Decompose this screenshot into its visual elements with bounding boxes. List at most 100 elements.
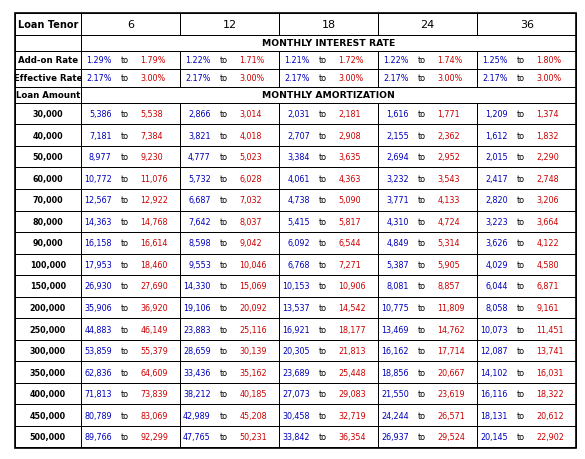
Bar <box>378 254 477 275</box>
Bar <box>15 14 81 36</box>
Text: 6,028: 6,028 <box>239 174 262 183</box>
Text: 1,209: 1,209 <box>486 110 508 119</box>
Bar <box>180 104 279 125</box>
Text: 9,230: 9,230 <box>140 153 163 162</box>
Text: to: to <box>319 411 327 420</box>
Text: 2,952: 2,952 <box>438 153 460 162</box>
Text: to: to <box>418 282 426 291</box>
Text: 3,771: 3,771 <box>386 196 409 205</box>
Text: to: to <box>121 346 129 355</box>
Text: 18,131: 18,131 <box>481 411 508 420</box>
Text: to: to <box>418 110 426 119</box>
Text: 4,133: 4,133 <box>438 196 460 205</box>
Bar <box>15 362 81 383</box>
Bar <box>180 190 279 211</box>
Text: to: to <box>121 217 129 226</box>
Text: 14,363: 14,363 <box>84 217 112 226</box>
Text: 18: 18 <box>322 20 336 30</box>
Text: 27,690: 27,690 <box>140 282 168 291</box>
Text: to: to <box>121 389 129 398</box>
Text: to: to <box>220 411 228 420</box>
Bar <box>81 14 180 36</box>
Bar <box>477 190 576 211</box>
Bar <box>378 426 477 448</box>
Bar <box>378 190 477 211</box>
Bar <box>279 319 378 340</box>
Text: 2,290: 2,290 <box>536 153 559 162</box>
Bar <box>477 340 576 362</box>
Text: 10,775: 10,775 <box>381 303 409 312</box>
Bar <box>81 104 180 125</box>
Text: 13,537: 13,537 <box>282 303 310 312</box>
Text: 3,223: 3,223 <box>486 217 508 226</box>
Text: to: to <box>418 368 426 377</box>
Bar <box>378 297 477 319</box>
Bar <box>279 404 378 426</box>
Text: 16,158: 16,158 <box>84 239 112 248</box>
Bar <box>15 70 81 88</box>
Text: to: to <box>121 153 129 162</box>
Bar <box>378 404 477 426</box>
Text: 2,707: 2,707 <box>287 131 310 140</box>
Bar <box>279 52 378 70</box>
Text: 10,046: 10,046 <box>239 260 267 269</box>
Text: 6: 6 <box>127 20 134 30</box>
Text: to: to <box>418 174 426 183</box>
Text: to: to <box>517 217 525 226</box>
Text: to: to <box>319 74 327 83</box>
Bar <box>15 254 81 275</box>
Text: 21,813: 21,813 <box>338 346 366 355</box>
Bar <box>279 275 378 297</box>
Bar <box>15 319 81 340</box>
Bar <box>279 233 378 254</box>
Text: 6,044: 6,044 <box>486 282 508 291</box>
Bar <box>180 233 279 254</box>
Bar <box>477 275 576 297</box>
Text: 4,122: 4,122 <box>536 239 559 248</box>
Bar <box>477 383 576 404</box>
Text: 9,042: 9,042 <box>239 239 262 248</box>
Text: 5,387: 5,387 <box>386 260 409 269</box>
Text: 16,031: 16,031 <box>536 368 564 377</box>
Bar <box>180 404 279 426</box>
Text: to: to <box>121 282 129 291</box>
Text: to: to <box>517 174 525 183</box>
Text: 4,738: 4,738 <box>287 196 310 205</box>
Text: 3,626: 3,626 <box>486 239 508 248</box>
Text: 2,362: 2,362 <box>438 131 460 140</box>
Bar <box>477 14 576 36</box>
Text: 5,817: 5,817 <box>338 217 361 226</box>
Text: to: to <box>517 260 525 269</box>
Text: 1.71%: 1.71% <box>239 56 264 65</box>
Text: 350,000: 350,000 <box>30 368 66 377</box>
Bar <box>279 426 378 448</box>
Text: to: to <box>418 56 426 65</box>
Bar <box>378 146 477 168</box>
Bar <box>279 14 378 36</box>
Text: 38,212: 38,212 <box>183 389 211 398</box>
Text: 22,902: 22,902 <box>536 432 565 441</box>
Text: 29,083: 29,083 <box>338 389 366 398</box>
Text: 23,883: 23,883 <box>183 325 211 334</box>
Text: 32,719: 32,719 <box>338 411 366 420</box>
Text: to: to <box>517 196 525 205</box>
Text: 14,762: 14,762 <box>438 325 465 334</box>
Text: 30,139: 30,139 <box>239 346 267 355</box>
Text: MONTHLY INTEREST RATE: MONTHLY INTEREST RATE <box>262 39 395 48</box>
Text: to: to <box>121 74 129 83</box>
Bar <box>378 168 477 190</box>
Bar <box>81 125 180 146</box>
Text: 2.17%: 2.17% <box>86 74 112 83</box>
Text: 18,460: 18,460 <box>140 260 168 269</box>
Text: 2,015: 2,015 <box>486 153 508 162</box>
Text: 19,106: 19,106 <box>183 303 211 312</box>
Text: 40,000: 40,000 <box>32 131 63 140</box>
Text: to: to <box>517 56 525 65</box>
Text: to: to <box>319 346 327 355</box>
Bar <box>378 104 477 125</box>
Text: 2,181: 2,181 <box>338 110 361 119</box>
Text: 5,090: 5,090 <box>338 196 361 205</box>
Text: to: to <box>319 153 327 162</box>
Bar <box>378 125 477 146</box>
Text: 200,000: 200,000 <box>30 303 66 312</box>
